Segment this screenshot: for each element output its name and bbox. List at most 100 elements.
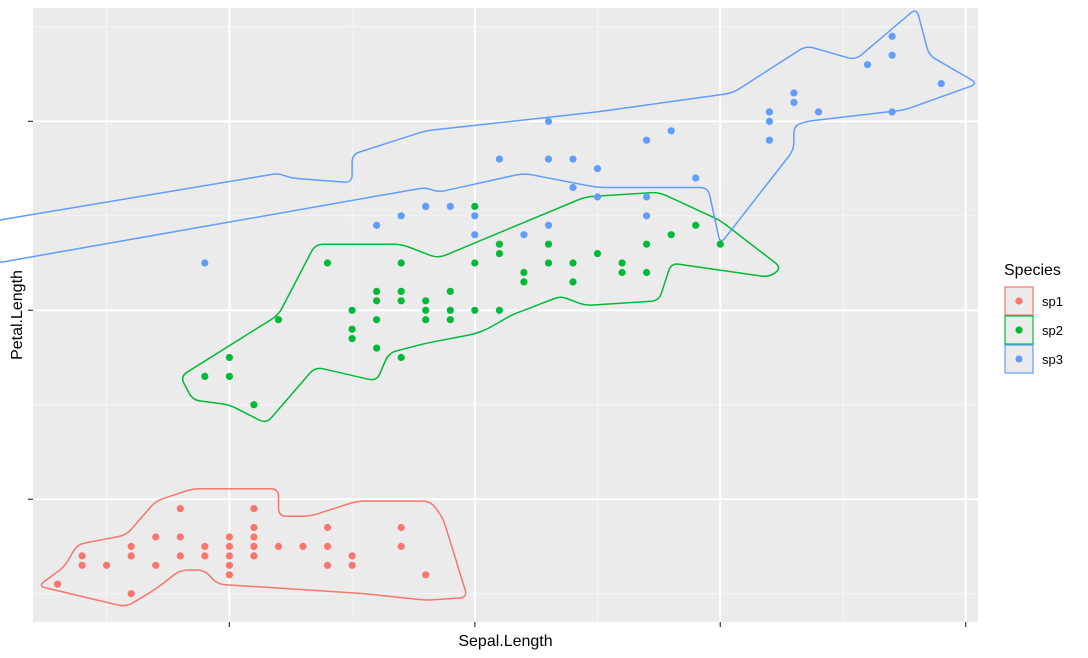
point-sp3 bbox=[495, 155, 503, 163]
point-sp2 bbox=[643, 240, 651, 248]
point-sp3 bbox=[422, 202, 430, 210]
point-sp1 bbox=[323, 542, 332, 551]
point-sp3 bbox=[593, 165, 602, 173]
point-sp2 bbox=[373, 297, 381, 305]
point-sp3 bbox=[520, 231, 528, 239]
point-sp3 bbox=[692, 174, 700, 182]
point-sp1 bbox=[348, 552, 356, 560]
point-sp1 bbox=[323, 561, 332, 569]
point-sp1 bbox=[103, 561, 111, 569]
point-sp3 bbox=[765, 117, 774, 125]
point-sp3 bbox=[569, 155, 577, 163]
point-sp2 bbox=[446, 316, 454, 324]
point-sp2 bbox=[618, 259, 626, 267]
legend-point-sp1 bbox=[1015, 297, 1023, 305]
hull-sp1 bbox=[40, 488, 467, 607]
point-sp1 bbox=[78, 561, 86, 569]
point-sp2 bbox=[348, 335, 356, 343]
point-sp1 bbox=[250, 523, 258, 532]
point-sp1 bbox=[176, 533, 184, 541]
point-sp3 bbox=[888, 32, 896, 40]
point-sp1 bbox=[225, 571, 233, 579]
point-sp1 bbox=[53, 580, 62, 588]
point-sp3 bbox=[201, 259, 209, 267]
legend-point-sp3 bbox=[1015, 355, 1023, 363]
point-sp2 bbox=[520, 278, 528, 286]
point-sp2 bbox=[544, 240, 553, 248]
hulls bbox=[0, 10, 976, 607]
point-sp2 bbox=[422, 297, 430, 305]
x-axis-title: Sepal.Length bbox=[458, 633, 552, 650]
hull-sp3 bbox=[0, 10, 976, 263]
point-sp1 bbox=[323, 523, 332, 532]
point-sp2 bbox=[397, 297, 405, 305]
point-sp1 bbox=[225, 552, 233, 560]
legend-item-sp2: sp2 bbox=[1004, 315, 1063, 345]
point-sp3 bbox=[888, 51, 896, 59]
legend-label-sp2: sp2 bbox=[1042, 323, 1063, 338]
point-sp3 bbox=[643, 212, 651, 220]
point-sp2 bbox=[225, 353, 233, 362]
point-sp3 bbox=[888, 108, 896, 116]
point-sp3 bbox=[765, 136, 774, 144]
point-sp1 bbox=[201, 552, 209, 560]
point-sp3 bbox=[569, 183, 577, 192]
point-sp2 bbox=[716, 240, 724, 248]
point-sp2 bbox=[373, 287, 381, 295]
hull-sp2 bbox=[181, 191, 780, 423]
point-sp2 bbox=[569, 278, 577, 286]
point-sp3 bbox=[643, 136, 651, 144]
point-sp2 bbox=[225, 372, 233, 380]
point-sp3 bbox=[667, 127, 675, 135]
point-sp2 bbox=[274, 316, 283, 324]
point-sp2 bbox=[446, 306, 454, 314]
grid-major bbox=[33, 8, 978, 622]
point-sp1 bbox=[250, 505, 258, 513]
point-sp1 bbox=[225, 533, 233, 541]
point-sp3 bbox=[397, 212, 405, 220]
point-sp1 bbox=[397, 542, 405, 551]
legend: Species sp1 sp2 sp3 bbox=[1004, 262, 1063, 374]
point-sp3 bbox=[790, 89, 798, 97]
point-sp1 bbox=[201, 542, 209, 551]
point-sp2 bbox=[397, 287, 405, 295]
point-sp1 bbox=[152, 533, 160, 541]
point-sp3 bbox=[471, 231, 479, 239]
point-sp3 bbox=[790, 98, 798, 107]
point-sp2 bbox=[618, 268, 626, 277]
point-sp1 bbox=[127, 542, 135, 551]
point-sp1 bbox=[127, 552, 135, 560]
point-sp2 bbox=[323, 259, 332, 267]
point-sp1 bbox=[422, 571, 430, 579]
point-sp3 bbox=[765, 108, 774, 116]
legend-item-sp1: sp1 bbox=[1004, 286, 1063, 316]
point-sp2 bbox=[397, 353, 405, 362]
point-sp3 bbox=[937, 80, 945, 88]
point-sp2 bbox=[643, 268, 651, 277]
plot-panel bbox=[33, 8, 978, 622]
point-sp3 bbox=[544, 117, 553, 125]
point-sp1 bbox=[250, 552, 258, 560]
point-sp3 bbox=[544, 155, 553, 163]
point-sp2 bbox=[348, 325, 356, 333]
point-sp2 bbox=[201, 372, 209, 380]
point-sp1 bbox=[225, 542, 233, 551]
point-sp1 bbox=[397, 523, 405, 532]
point-sp2 bbox=[471, 202, 479, 210]
point-sp3 bbox=[863, 61, 872, 69]
point-sp1 bbox=[176, 552, 184, 560]
points bbox=[53, 32, 945, 598]
legend-label-sp3: sp3 bbox=[1042, 352, 1063, 367]
point-sp1 bbox=[176, 505, 184, 513]
legend-item-sp3: sp3 bbox=[1004, 344, 1063, 374]
point-sp1 bbox=[250, 542, 258, 551]
point-sp2 bbox=[593, 250, 602, 258]
point-sp2 bbox=[397, 259, 405, 267]
point-sp2 bbox=[692, 221, 700, 229]
point-sp2 bbox=[495, 306, 503, 314]
point-sp1 bbox=[225, 561, 233, 569]
point-sp1 bbox=[250, 533, 258, 541]
point-sp2 bbox=[495, 250, 503, 258]
y-axis-title: Petal.Length bbox=[9, 270, 26, 360]
